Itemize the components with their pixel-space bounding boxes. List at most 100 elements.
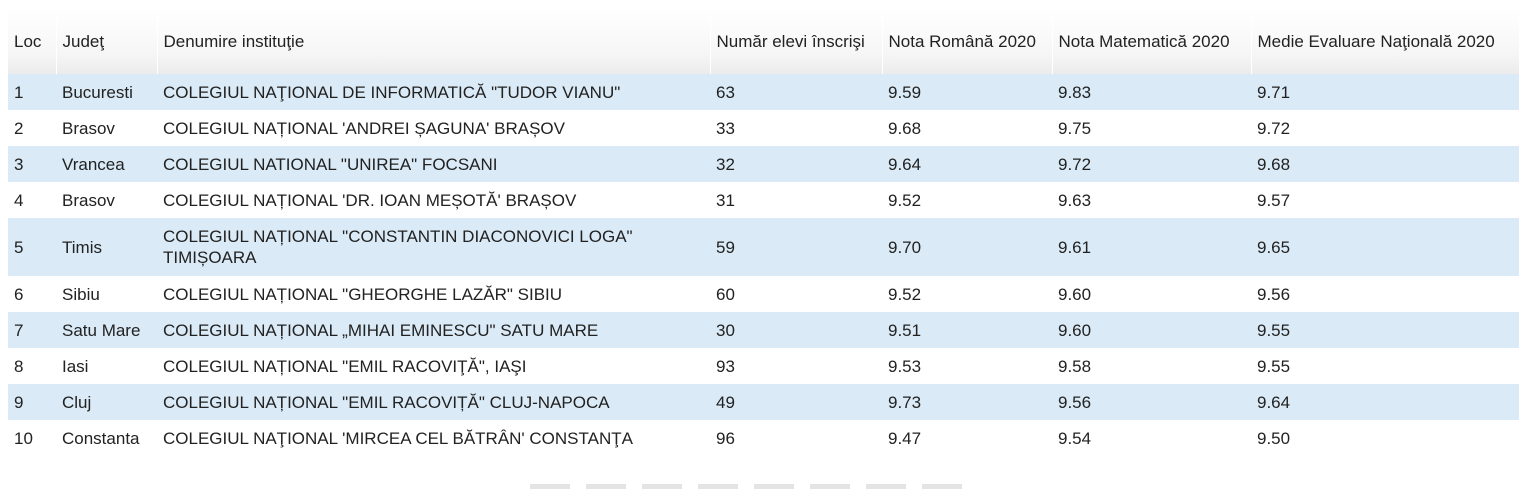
- ranking-table-container: Loc Judeţ Denumire instituţie Număr elev…: [8, 8, 1519, 456]
- cell-nota-matematica: 9.60: [1058, 320, 1092, 340]
- header-nota-romana[interactable]: Nota Română 2020: [881, 8, 1052, 74]
- cell-denumire: COLEGIUL NAȚIONAL „MIHAI EMINESCU" SATU …: [163, 320, 599, 340]
- cell-nota-matematica: 9.83: [1058, 82, 1092, 102]
- cell-nota-romana: 9.53: [888, 356, 922, 376]
- ranking-table: Loc Judeţ Denumire instituţie Număr elev…: [8, 8, 1519, 456]
- cell-nota-matematica: 9.61: [1058, 237, 1092, 257]
- cell-denumire: COLEGIUL NAȚIONAL "CONSTANTIN DIACONOVIC…: [163, 227, 633, 267]
- cell-denumire: COLEGIUL NAŢIONAL DE INFORMATICĂ "TUDOR …: [163, 82, 621, 102]
- cell-denumire: COLEGIUL NAŢIONAL 'MIRCEA CEL BĂTRÂN' CO…: [163, 428, 633, 448]
- cell-numar-elevi: 96: [716, 428, 735, 448]
- cell-numar-elevi: 30: [716, 320, 735, 340]
- pagination-strip: [530, 484, 990, 489]
- header-numar-elevi[interactable]: Număr elevi înscrişi: [709, 8, 882, 74]
- cell-nota-romana: 9.47: [888, 428, 922, 448]
- header-loc[interactable]: Loc: [14, 31, 42, 51]
- cell-numar-elevi: 63: [716, 82, 735, 102]
- cell-loc: 4: [14, 190, 24, 210]
- pagination-button[interactable]: [810, 484, 850, 489]
- cell-nota-romana: 9.51: [888, 320, 922, 340]
- table-row: 2 Brasov COLEGIUL NAȚIONAL 'ANDREI ȘAGUN…: [8, 110, 1519, 146]
- cell-loc: 9: [14, 392, 24, 412]
- cell-nota-romana: 9.68: [888, 118, 922, 138]
- cell-loc: 10: [14, 428, 33, 448]
- cell-loc: 2: [14, 118, 24, 138]
- cell-numar-elevi: 33: [716, 118, 735, 138]
- table-row: 5 Timis COLEGIUL NAȚIONAL "CONSTANTIN DI…: [8, 218, 1519, 276]
- cell-judet: Brasov: [62, 190, 115, 210]
- cell-loc: 6: [14, 284, 24, 304]
- cell-medie: 9.64: [1257, 392, 1291, 412]
- cell-medie: 9.72: [1257, 118, 1291, 138]
- header-medie[interactable]: Medie Evaluare Naţională 2020: [1250, 8, 1519, 74]
- pagination-button[interactable]: [642, 484, 682, 489]
- cell-medie: 9.71: [1257, 82, 1291, 102]
- cell-judet: Cluj: [62, 392, 92, 412]
- cell-denumire: COLEGIUL NAȚIONAL 'DR. IOAN MEȘOTĂ' BRAȘ…: [163, 190, 577, 210]
- pagination-button[interactable]: [754, 484, 794, 489]
- cell-loc: 3: [14, 154, 24, 174]
- cell-numar-elevi: 59: [716, 237, 735, 257]
- cell-loc: 8: [14, 356, 24, 376]
- cell-judet: Satu Mare: [62, 320, 141, 340]
- cell-judet: Iasi: [62, 356, 89, 376]
- cell-judet: Timis: [62, 237, 102, 257]
- table-header: Loc Judeţ Denumire instituţie Număr elev…: [8, 8, 1519, 74]
- header-judet[interactable]: Judeţ: [55, 8, 157, 74]
- pagination-button[interactable]: [530, 484, 570, 489]
- table-row: 7 Satu Mare COLEGIUL NAȚIONAL „MIHAI EMI…: [8, 312, 1519, 348]
- cell-nota-romana: 9.70: [888, 237, 922, 257]
- cell-nota-romana: 9.52: [888, 190, 922, 210]
- cell-nota-matematica: 9.56: [1058, 392, 1092, 412]
- cell-medie: 9.56: [1257, 284, 1291, 304]
- cell-loc: 1: [14, 82, 24, 102]
- cell-nota-romana: 9.59: [888, 82, 922, 102]
- table-row: 9 Cluj COLEGIUL NAȚIONAL "EMIL RACOVIȚĂ"…: [8, 384, 1519, 420]
- cell-nota-romana: 9.73: [888, 392, 922, 412]
- table-row: 8 Iasi COLEGIUL NAȚIONAL "EMIL RACOVIŢĂ"…: [8, 348, 1519, 384]
- pagination-button[interactable]: [866, 484, 906, 489]
- cell-judet: Constanta: [62, 428, 140, 448]
- cell-numar-elevi: 60: [716, 284, 735, 304]
- pagination-button[interactable]: [698, 484, 738, 489]
- cell-nota-matematica: 9.58: [1058, 356, 1092, 376]
- header-denumire[interactable]: Denumire instituţie: [156, 8, 710, 74]
- table-body: 1 Bucuresti COLEGIUL NAŢIONAL DE INFORMA…: [8, 74, 1519, 456]
- pagination-button[interactable]: [586, 484, 626, 489]
- cell-nota-romana: 9.64: [888, 154, 922, 174]
- table-row: 10 Constanta COLEGIUL NAŢIONAL 'MIRCEA C…: [8, 420, 1519, 456]
- cell-numar-elevi: 32: [716, 154, 735, 174]
- cell-numar-elevi: 93: [716, 356, 735, 376]
- cell-judet: Sibiu: [62, 284, 100, 304]
- cell-numar-elevi: 49: [716, 392, 735, 412]
- table-row: 6 Sibiu COLEGIUL NAȚIONAL "GHEORGHE LAZĂ…: [8, 276, 1519, 312]
- cell-denumire: COLEGIUL NAȚIONAL 'ANDREI ȘAGUNA' BRAȘOV: [163, 118, 565, 138]
- cell-loc: 7: [14, 320, 24, 340]
- cell-medie: 9.50: [1257, 428, 1291, 448]
- cell-judet: Brasov: [62, 118, 115, 138]
- cell-medie: 9.55: [1257, 320, 1291, 340]
- table-row: 1 Bucuresti COLEGIUL NAŢIONAL DE INFORMA…: [8, 74, 1519, 110]
- cell-medie: 9.68: [1257, 154, 1291, 174]
- header-nota-matematica[interactable]: Nota Matematică 2020: [1051, 8, 1251, 74]
- cell-medie: 9.55: [1257, 356, 1291, 376]
- header-row: Loc Judeţ Denumire instituţie Număr elev…: [8, 8, 1519, 74]
- cell-denumire: COLEGIUL NAȚIONAL "EMIL RACOVIȚĂ" CLUJ-N…: [163, 392, 610, 412]
- cell-nota-matematica: 9.60: [1058, 284, 1092, 304]
- cell-nota-matematica: 9.75: [1058, 118, 1092, 138]
- cell-denumire: COLEGIUL NAȚIONAL "EMIL RACOVIŢĂ", IAŞI: [163, 356, 527, 376]
- cell-loc: 5: [14, 237, 24, 257]
- cell-nota-matematica: 9.63: [1058, 190, 1092, 210]
- cell-judet: Bucuresti: [62, 82, 133, 102]
- pagination-button[interactable]: [922, 484, 962, 489]
- cell-denumire: COLEGIUL NAȚIONAL "GHEORGHE LAZĂR" SIBIU: [163, 284, 563, 304]
- cell-nota-romana: 9.52: [888, 284, 922, 304]
- cell-judet: Vrancea: [62, 154, 125, 174]
- table-row: 3 Vrancea COLEGIUL NATIONAL "UNIREA" FOC…: [8, 146, 1519, 182]
- cell-nota-matematica: 9.54: [1058, 428, 1092, 448]
- cell-medie: 9.57: [1257, 190, 1291, 210]
- cell-numar-elevi: 31: [716, 190, 735, 210]
- cell-denumire: COLEGIUL NATIONAL "UNIREA" FOCSANI: [163, 154, 498, 174]
- cell-nota-matematica: 9.72: [1058, 154, 1092, 174]
- table-row: 4 Brasov COLEGIUL NAȚIONAL 'DR. IOAN MEȘ…: [8, 182, 1519, 218]
